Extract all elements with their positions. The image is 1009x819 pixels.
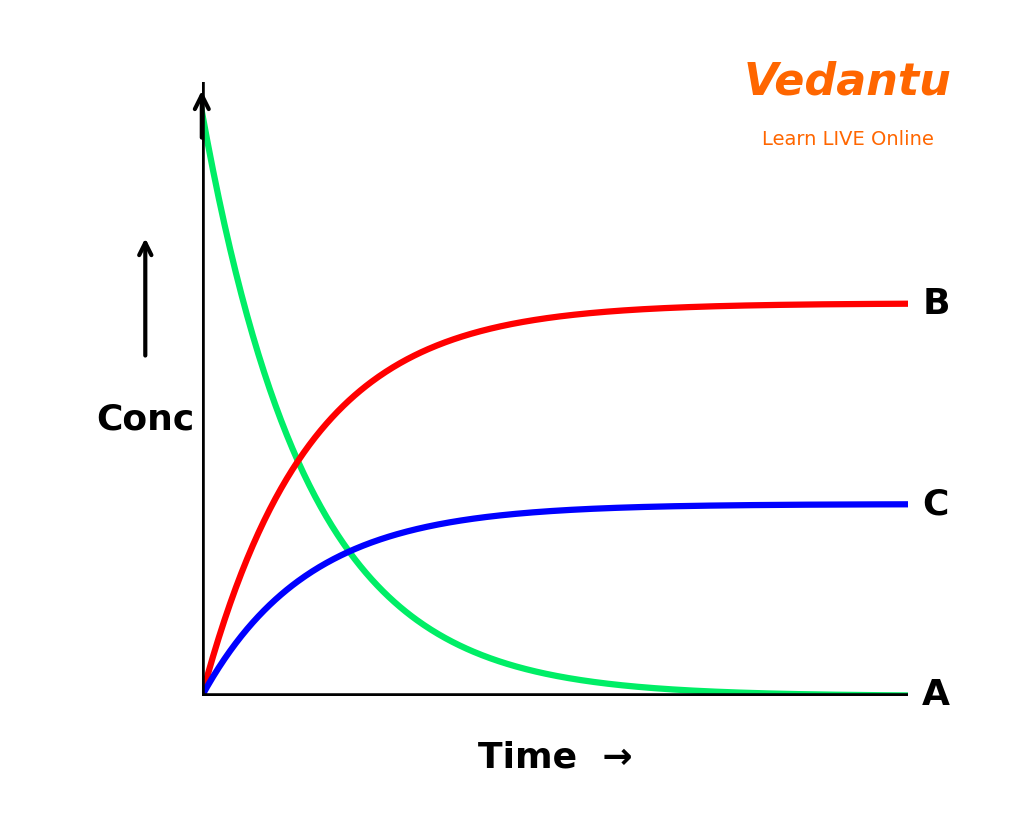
Text: Learn LIVE Online: Learn LIVE Online [762, 129, 933, 149]
Text: Vedantu: Vedantu [744, 61, 951, 103]
Text: Time  →: Time → [477, 740, 633, 775]
Text: A: A [922, 678, 950, 713]
Text: C: C [922, 487, 948, 522]
Text: B: B [922, 287, 949, 321]
Text: Conc: Conc [96, 403, 195, 437]
